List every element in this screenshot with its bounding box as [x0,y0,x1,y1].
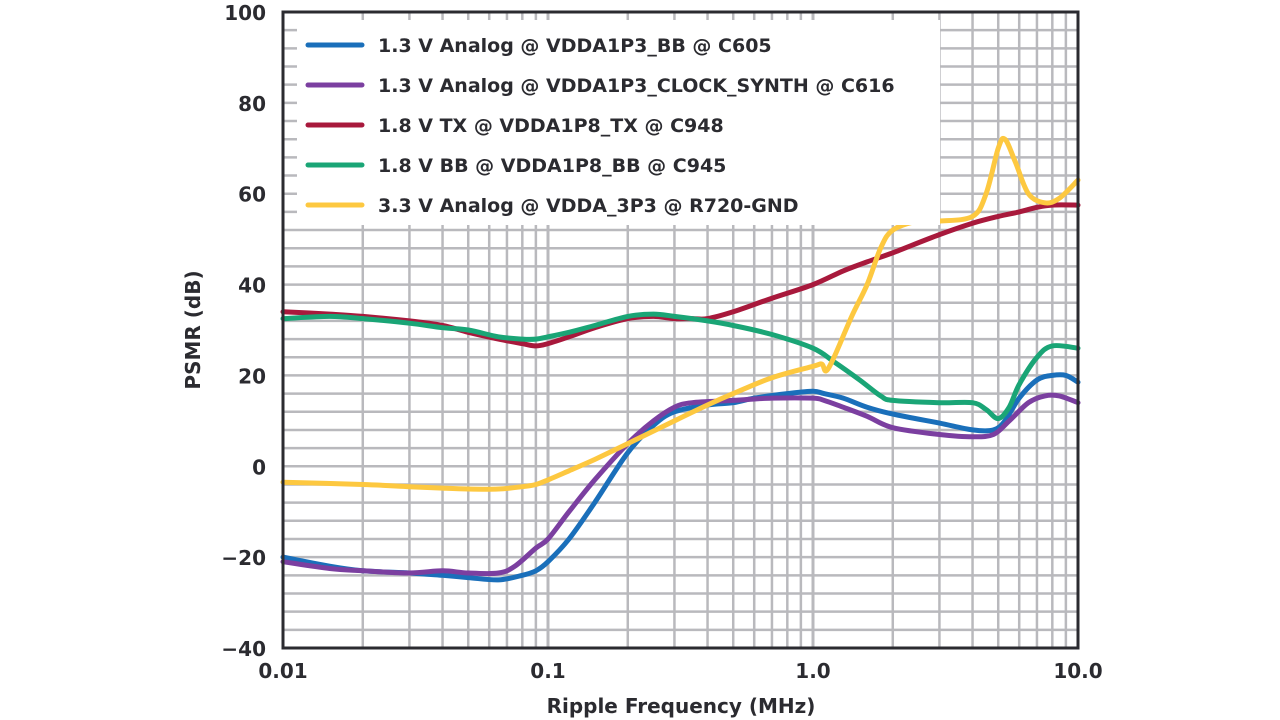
y-tick-label: 60 [238,183,266,207]
plot-border [281,10,1080,650]
tick-labels: −40 −20 0 20 40 60 80 100 0.01 0.1 1.0 10.0 [221,1,1102,683]
x-tick-label: 1.0 [795,659,830,683]
y-tick-label: −20 [221,546,266,570]
x-tick-label: 10.0 [1053,659,1102,683]
legend: 1.3 V Analog @ VDDA1P3_BB @ C605 1.3 V An… [297,20,940,225]
legend-label-3: 1.8 V TX @ VDDA1P8_TX @ C948 [378,115,724,137]
y-tick-label: 80 [238,92,266,116]
series-line-5 [280,135,1081,492]
y-tick-label: 100 [224,1,266,25]
y-tick-label: 20 [238,364,266,388]
series-lines [280,135,1081,583]
x-tick-label: 0.01 [258,659,307,683]
legend-label-4: 1.8 V BB @ VDDA1P8_BB @ C945 [378,155,726,177]
series-line-2 [280,392,1081,577]
series-line-4 [280,311,1081,422]
legend-background [297,20,940,225]
y-tick-label: −40 [221,637,266,661]
y-tick-label: 40 [238,274,266,298]
plot-frame [281,10,1080,650]
x-axis-title: Ripple Frequency (MHz) [547,694,816,718]
legend-label-1: 1.3 V Analog @ VDDA1P3_BB @ C605 [378,35,772,57]
y-tick-label: 0 [252,455,266,479]
x-tick-label: 0.1 [530,659,565,683]
legend-label-2: 1.3 V Analog @ VDDA1P3_CLOCK_SYNTH @ C61… [378,75,895,97]
legend-label-5: 3.3 V Analog @ VDDA_3P3 @ R720-GND [378,195,799,217]
y-axis-title: PSMR (dB) [181,270,205,389]
